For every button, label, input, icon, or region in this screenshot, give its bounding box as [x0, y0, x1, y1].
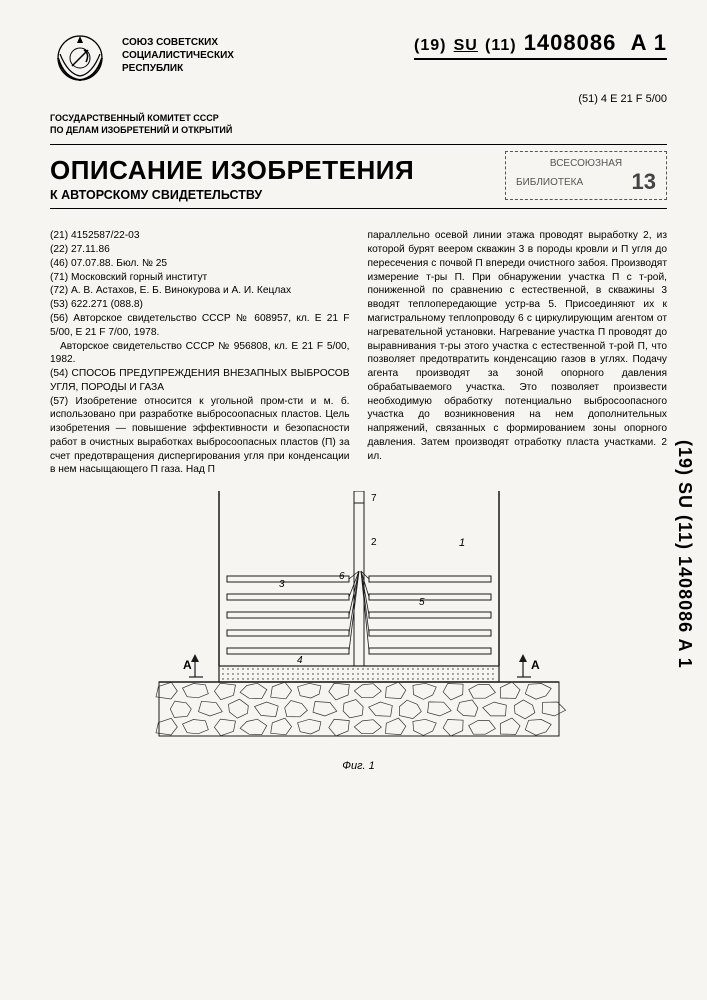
field-71: (71) Московский горный институт [50, 271, 350, 285]
ipc-code: (51) 4 E 21 F 5/00 [50, 93, 667, 105]
document-title: ОПИСАНИЕ ИЗОБРЕТЕНИЯ К АВТОРСКОМУ СВИДЕТ… [50, 155, 414, 202]
library-stamp: ВСЕСОЮЗНАЯ БИБЛИОТЕКА 13 [505, 151, 667, 200]
field-72: (72) А. В. Астахов, Е. Б. Винокурова и А… [50, 284, 350, 298]
figure-1: 7 1 2 3 5 6 4 A A Фиг. 1 [50, 491, 667, 772]
svg-text:5: 5 [419, 597, 425, 608]
ussr-emblem-icon [50, 30, 110, 85]
divider [50, 144, 667, 145]
side-publication-code: (19) SU (11) 1408086 A 1 [674, 440, 695, 669]
svg-text:1: 1 [459, 537, 465, 549]
field-21: (21) 4152587/22-03 [50, 229, 350, 243]
svg-text:3: 3 [279, 579, 285, 590]
svg-text:6: 6 [339, 571, 345, 582]
field-56a: (56) Авторское свидетельство СССР № 6089… [50, 312, 350, 340]
right-column: параллельно осевой линии этажа проводят … [368, 229, 668, 477]
committee-text: ГОСУДАРСТВЕННЫЙ КОМИТЕТ СССР ПО ДЕЛАМ ИЗ… [50, 113, 667, 136]
divider [50, 208, 667, 209]
publication-code: (19) SU (11) 1408086 A 1 [414, 30, 667, 60]
left-column: (21) 4152587/22-03 (22) 27.11.86 (46) 07… [50, 229, 350, 477]
svg-text:A: A [183, 658, 192, 672]
field-54: (54) СПОСОБ ПРЕДУПРЕЖДЕНИЯ ВНЕЗАПНЫХ ВЫБ… [50, 367, 350, 395]
union-text: СОЮЗ СОВЕТСКИХ СОЦИАЛИСТИЧЕСКИХ РЕСПУБЛИ… [122, 30, 234, 75]
svg-text:4: 4 [297, 655, 303, 666]
svg-text:2: 2 [371, 537, 377, 548]
field-53: (53) 622.271 (088.8) [50, 298, 350, 312]
field-22: (22) 27.11.86 [50, 243, 350, 257]
svg-text:A: A [531, 658, 540, 672]
field-46: (46) 07.07.88. Бюл. № 25 [50, 257, 350, 271]
figure-caption: Фиг. 1 [50, 760, 667, 772]
field-57: (57) Изобретение относится к угольной пр… [50, 395, 350, 478]
field-56b: Авторское свидетельство СССР № 956808, к… [50, 340, 350, 368]
abstract-continued: параллельно осевой линии этажа проводят … [368, 229, 668, 463]
svg-text:7: 7 [371, 493, 377, 504]
